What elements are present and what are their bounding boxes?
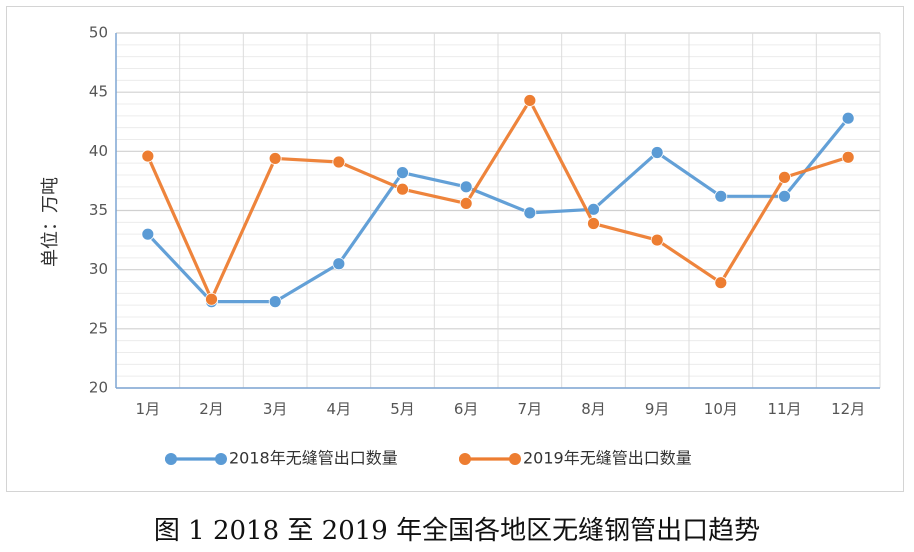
data-point [714, 276, 728, 290]
x-tick-label: 6月 [454, 400, 479, 418]
x-tick-label: 3月 [263, 400, 288, 418]
data-point [714, 189, 728, 203]
legend-swatch-marker [509, 453, 521, 465]
y-tick-label: 35 [89, 201, 108, 219]
chart-frame: 20 25 30 35 40 45 50 1月 2月 3月 4月 5月 6月 7月 8月 9月 10月 11月 1… [6, 6, 904, 492]
x-tick-label: 2月 [199, 400, 224, 418]
y-tick-label: 40 [89, 142, 108, 160]
data-point [841, 111, 855, 125]
legend-item-1[interactable]: 2018年无缝管出口数量 [165, 449, 398, 468]
series [141, 94, 855, 309]
y-tick-label: 45 [89, 83, 108, 101]
legend-label: 2018年无缝管出口数量 [229, 449, 398, 468]
axes [115, 33, 880, 389]
data-point [650, 146, 664, 159]
data-point [587, 217, 600, 230]
data-point [523, 206, 537, 220]
legend[interactable]: 2018年无缝管出口数量 2019年无缝管出口数量 [165, 449, 692, 468]
data-point [396, 166, 409, 180]
legend-label: 2019年无缝管出口数量 [523, 449, 692, 468]
x-tick-label: 1月 [136, 400, 161, 418]
series-2 [141, 94, 855, 306]
data-point [268, 295, 282, 309]
x-tick-label: 4月 [327, 400, 352, 418]
series-line [146, 116, 850, 304]
y-tick-labels: 20 25 30 35 40 45 50 [89, 24, 108, 397]
data-point [841, 150, 855, 164]
data-point [141, 149, 155, 163]
x-tick-label: 11月 [767, 400, 801, 418]
y-tick-label: 30 [89, 260, 108, 278]
y-tick-label: 20 [89, 379, 108, 397]
legend-item-2[interactable]: 2019年无缝管出口数量 [459, 449, 692, 468]
legend-swatch-marker [165, 453, 177, 465]
x-tick-label: 9月 [645, 400, 670, 418]
x-tick-labels: 1月 2月 3月 4月 5月 6月 7月 8月 9月 10月 11月 12月 [136, 400, 866, 418]
figure-caption: 图 1 2018 至 2019 年全国各地区无缝钢管出口趋势 [153, 516, 761, 546]
legend-swatch-marker [215, 453, 227, 465]
data-point [332, 155, 346, 169]
data-point [268, 152, 282, 165]
data-point [141, 227, 155, 241]
data-point [459, 196, 473, 210]
x-tick-label: 12月 [831, 400, 865, 418]
data-point [396, 182, 409, 196]
data-point [459, 180, 473, 194]
x-tick-label: 5月 [390, 400, 415, 418]
data-point [332, 257, 346, 271]
legend-swatch-marker [459, 453, 471, 465]
y-tick-label: 50 [89, 24, 108, 42]
y-tick-label: 25 [89, 319, 108, 337]
data-point [650, 233, 664, 247]
y-axis-label: 单位：万吨 [40, 177, 61, 267]
x-tick-label: 7月 [518, 400, 543, 418]
grid [115, 32, 881, 389]
data-point [778, 189, 791, 203]
x-tick-label: 10月 [704, 400, 738, 418]
data-point [205, 292, 218, 306]
series-line [146, 98, 850, 301]
data-point [778, 170, 791, 184]
x-tick-label: 8月 [581, 400, 606, 418]
data-point [523, 94, 537, 107]
